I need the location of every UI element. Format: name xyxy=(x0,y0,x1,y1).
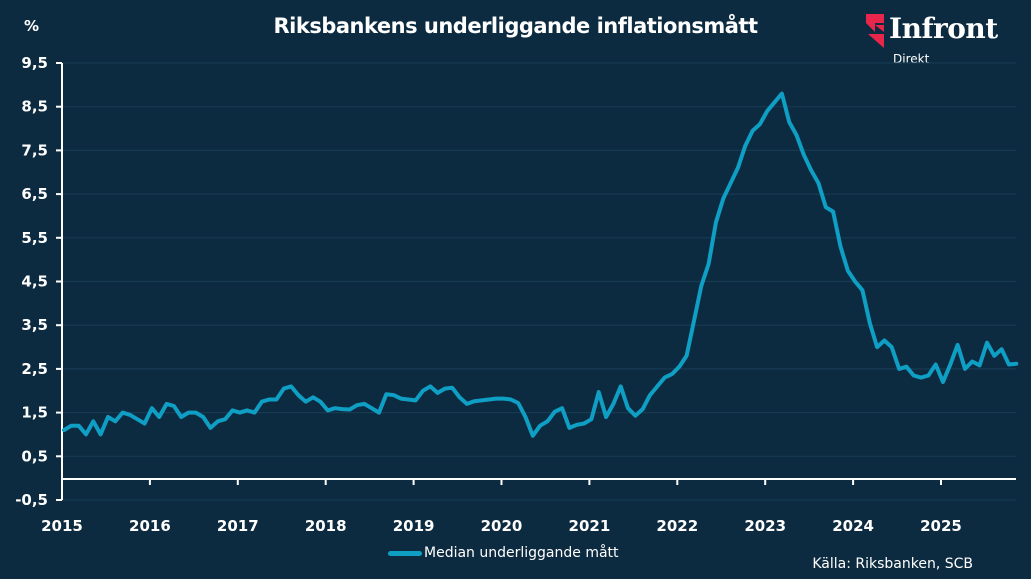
legend-swatch xyxy=(388,550,422,556)
x-tick-label: 2021 xyxy=(569,517,611,535)
legend: Median underliggande mått xyxy=(388,545,619,561)
series-line-median xyxy=(62,91,1019,438)
infront-logo-mark-icon xyxy=(866,14,884,48)
x-tick-label: 2022 xyxy=(656,517,698,535)
y-tick-label: 2,5 xyxy=(21,360,48,378)
x-tick-label: 2019 xyxy=(393,517,435,535)
x-tick-label: 2018 xyxy=(305,517,347,535)
y-axis: 9,5 8,5 7,5 6,5 5,5 4,5 3,5 2,5 1,5 0,5 -0,5 xyxy=(15,54,63,509)
y-tick-label: -0,5 xyxy=(15,491,48,509)
x-tick-label: 2015 xyxy=(41,517,83,535)
y-tick-label: 8,5 xyxy=(21,98,48,116)
x-tick-label: 2020 xyxy=(481,517,523,535)
series-group xyxy=(62,91,1019,438)
x-axis: 2015 2016 2017 2018 2019 2020 2021 2022 2023 2024… xyxy=(41,478,1016,535)
y-tick-label: 6,5 xyxy=(21,185,48,203)
y-tick-label: 9,5 xyxy=(21,54,48,72)
y-tick-label: 3,5 xyxy=(21,316,48,334)
chart-title: Riksbankens underliggande inflationsmått xyxy=(273,14,759,38)
y-axis-unit: % xyxy=(24,17,40,35)
y-tick-label: 1,5 xyxy=(21,404,48,422)
y-tick-label: 5,5 xyxy=(21,229,48,247)
x-tick-label: 2025 xyxy=(920,517,962,535)
legend-label: Median underliggande mått xyxy=(424,545,619,561)
x-tick-label: 2016 xyxy=(129,517,171,535)
source-note: Källa: Riksbanken, SCB xyxy=(812,556,973,572)
y-tick-label: 7,5 xyxy=(21,141,48,159)
y-tick-label: 4,5 xyxy=(21,273,48,291)
gridlines xyxy=(62,62,1016,501)
x-tick-label: 2023 xyxy=(744,517,786,535)
y-tick-label: 0,5 xyxy=(21,447,48,465)
x-tick-label: 2024 xyxy=(832,517,874,535)
x-tick-label: 2017 xyxy=(217,517,259,535)
logo-wordmark: Infront xyxy=(889,12,998,45)
